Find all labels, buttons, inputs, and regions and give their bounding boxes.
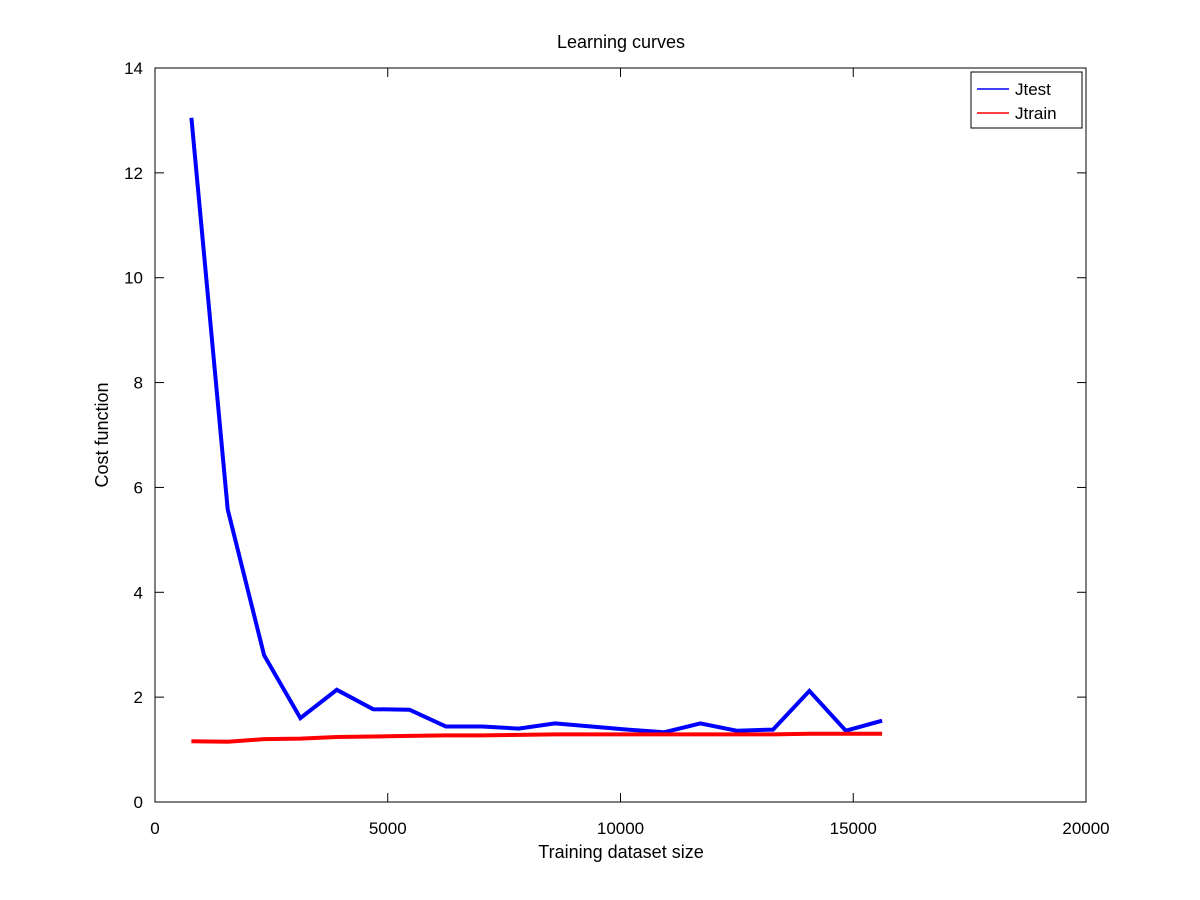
y-tick-label: 12 [124,164,143,183]
series-line-jtrain [191,731,883,744]
x-tick-label: 15000 [830,819,877,838]
y-tick-label: 4 [134,583,143,602]
y-tick-label: 0 [134,793,143,812]
x-tick-label: 20000 [1062,819,1109,838]
y-tick-label: 14 [124,59,143,78]
chart-title: Learning curves [557,32,685,52]
legend-box [970,71,1083,129]
series-layer [189,117,883,744]
y-axis-title: Cost function [92,382,112,487]
y-tick-label: 6 [134,478,143,497]
y-tick-label: 10 [124,269,143,288]
ticks-layer: 0 5000 10000 15000 20000 0 2 4 6 8 10 12 14 [124,59,1110,838]
legend-label-jtest: Jtest [1015,80,1051,99]
y-tick-label: 2 [134,688,143,707]
x-tick-label: 5000 [369,819,407,838]
series-line-jtest [189,117,883,735]
x-tick-label: 10000 [597,819,644,838]
x-axis-title: Training dataset size [538,842,703,862]
x-tick-label: 0 [150,819,159,838]
y-tick-label: 8 [134,374,143,393]
legend: Jtest Jtrain [970,71,1083,129]
legend-label-jtrain: Jtrain [1015,104,1057,123]
plot-frame [154,67,1087,803]
